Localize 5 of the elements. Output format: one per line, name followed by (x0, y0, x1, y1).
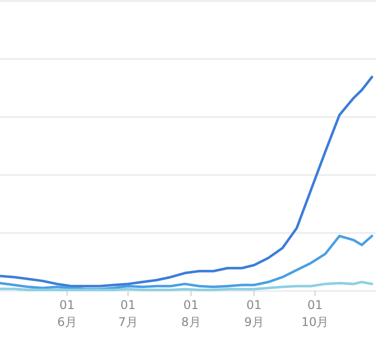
x-tick-label: 01 6月 (57, 298, 77, 329)
x-tick-label: 01 7月 (118, 298, 138, 329)
x-tick-label: 01 8月 (181, 298, 201, 329)
x-tick-label: 01 10月 (301, 298, 329, 329)
x-tick-label: 01 9月 (244, 298, 264, 329)
